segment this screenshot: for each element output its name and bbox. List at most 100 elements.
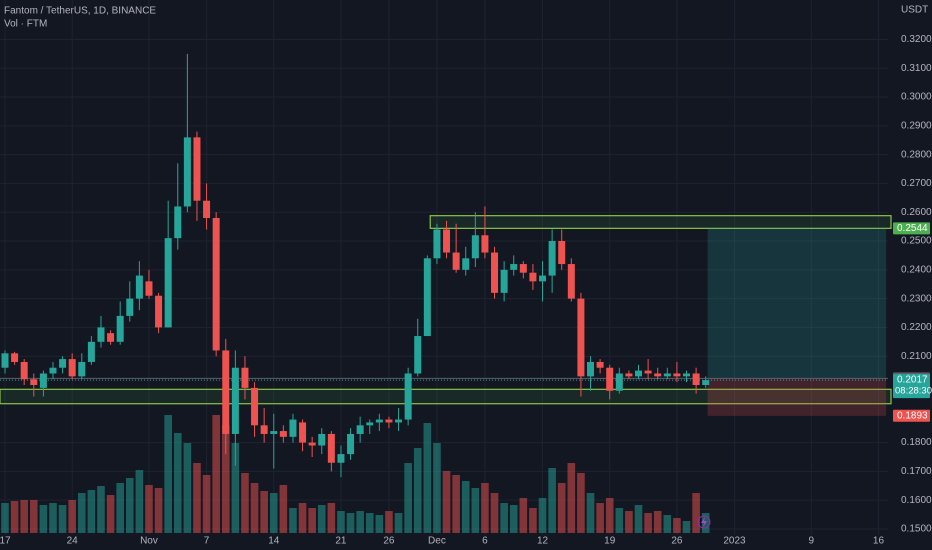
y-tick-label: 0.3000 — [901, 92, 932, 103]
volume-bar — [365, 513, 374, 533]
volume-bar — [356, 511, 364, 533]
volume-bar — [682, 521, 691, 533]
volume-bar — [241, 473, 249, 533]
events-icon[interactable] — [697, 515, 711, 529]
volume-bar — [308, 508, 316, 533]
candle-body — [625, 373, 633, 377]
volume-bar — [221, 425, 230, 533]
candle-body — [251, 387, 259, 426]
candle-body — [270, 431, 278, 434]
candle-body — [39, 373, 47, 388]
volume-bar — [202, 475, 211, 533]
volume-bar — [701, 513, 710, 533]
y-tick-label: 0.2100 — [901, 351, 932, 362]
volume-bar — [481, 483, 489, 533]
candle-body — [337, 454, 345, 463]
volume-title: Vol · FTM — [4, 19, 47, 30]
candle-body — [68, 359, 76, 377]
candle-body — [279, 431, 287, 437]
volume-bar — [442, 471, 451, 533]
candle-body — [87, 341, 95, 362]
candle-body — [663, 373, 671, 377]
volume-bar — [452, 475, 460, 533]
volume-bar — [394, 513, 403, 533]
volume-bar — [557, 483, 566, 533]
volume-bar — [375, 515, 384, 533]
candle-body — [510, 264, 518, 270]
candle-body — [11, 353, 19, 362]
y-tick-label: 0.1800 — [901, 437, 932, 448]
candle-body — [1, 353, 9, 368]
axes: 0.3200 0.3100 0.3000 0.2900 0.2800 0.2700 0.26… — [0, 34, 932, 547]
volume-bar — [135, 470, 144, 533]
price-label: 0.2544 — [897, 223, 928, 234]
volume-bar — [327, 503, 336, 533]
candle-body — [145, 281, 153, 296]
volume-bar — [413, 448, 422, 533]
volume-bar — [183, 443, 192, 533]
candle-body — [452, 252, 460, 270]
volume-bar — [653, 511, 662, 533]
candle-body — [385, 419, 393, 423]
volume-bar — [529, 508, 537, 533]
candle-body — [135, 275, 143, 299]
y-tick-label: 0.3100 — [901, 63, 932, 74]
volume-bar — [586, 493, 595, 533]
candle-body — [481, 235, 489, 253]
volume-bar — [605, 498, 614, 533]
candle-body — [443, 229, 451, 253]
x-tick-label: 16 — [873, 536, 885, 547]
candle-body — [30, 379, 38, 385]
candle-body — [97, 327, 105, 342]
candle-body — [529, 272, 537, 282]
x-tick-label: 26 — [671, 536, 683, 547]
volume-pane — [1, 415, 710, 533]
volume-bar — [538, 498, 547, 533]
volume-bar — [10, 501, 19, 533]
price-label-bg — [893, 374, 930, 399]
candle-body — [519, 264, 527, 273]
volume-bar — [58, 505, 67, 533]
y-tick-label: 0.2400 — [901, 264, 932, 275]
y-tick-label: 0.2200 — [901, 322, 932, 333]
candle-body — [606, 367, 614, 391]
candle-body — [471, 235, 479, 259]
zone — [429, 215, 892, 229]
volume-bar — [87, 490, 96, 533]
candle-body — [404, 373, 412, 420]
volume-bar — [68, 500, 76, 533]
volume-bar — [173, 433, 182, 533]
volume-bar — [317, 505, 326, 533]
candle-body — [356, 425, 364, 434]
candle-body — [222, 350, 230, 434]
candle-body — [212, 217, 220, 351]
position-loss — [707, 378, 887, 416]
volume-bar — [577, 473, 585, 533]
y-tick-label: 0.2500 — [901, 236, 932, 247]
candle-body — [615, 373, 623, 391]
candles — [1, 53, 710, 478]
volume-bar — [490, 493, 499, 533]
candle-body — [375, 419, 383, 423]
volume-bar — [625, 511, 633, 533]
candle-body — [308, 442, 316, 446]
y-tick-label: 0.2800 — [901, 149, 932, 160]
symbol-title: Fantom / TetherUS, 1D, BINANCE — [4, 6, 156, 17]
y-tick-label: 0.3200 — [901, 34, 932, 45]
candle-body — [107, 333, 115, 342]
volume-bar — [39, 505, 48, 533]
y-tick-label: 0.1700 — [901, 466, 932, 477]
volume-bar — [567, 463, 576, 533]
candle-body — [260, 425, 268, 434]
volume-bar — [298, 503, 307, 533]
candle-body — [635, 370, 643, 377]
candle-body — [78, 361, 86, 377]
x-tick-label: 24 — [67, 536, 79, 547]
events-bolt — [701, 517, 707, 527]
candle-body — [327, 433, 335, 463]
x-tick-label: Dec — [428, 536, 446, 547]
candle-body — [174, 206, 182, 239]
volume-bar — [269, 493, 278, 533]
